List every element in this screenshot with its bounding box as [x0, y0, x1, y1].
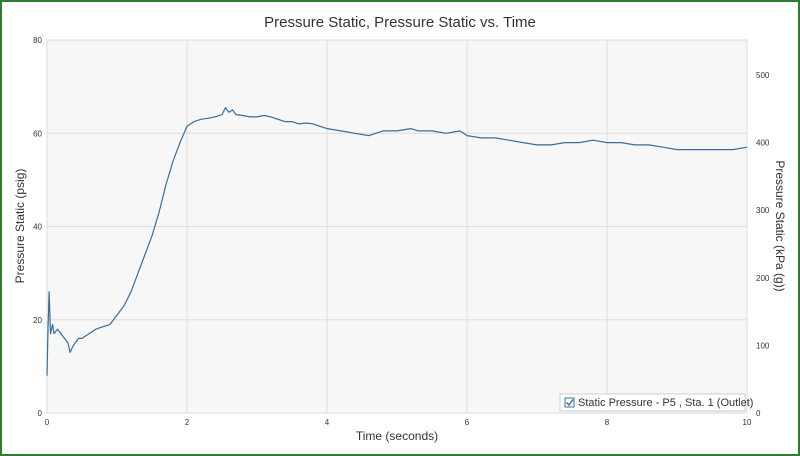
y2-tick-label: 200 — [756, 274, 770, 283]
y2-axis-title: Pressure Static (kPa (g)) — [773, 160, 787, 291]
x-tick-label: 4 — [325, 418, 330, 427]
x-tick-label: 6 — [465, 418, 470, 427]
checkmark-icon — [566, 399, 574, 407]
y2-tick-label: 500 — [756, 71, 770, 80]
y-tick-label: 20 — [33, 316, 42, 325]
y-tick-label: 40 — [33, 223, 42, 232]
legend-checkbox[interactable] — [564, 397, 575, 408]
x-tick-label: 0 — [45, 418, 50, 427]
y2-tick-label: 400 — [756, 139, 770, 148]
legend-box — [559, 393, 746, 412]
series-line-static-pressure — [46, 106, 748, 376]
x-tick-label: 10 — [743, 418, 752, 427]
y-tick-label: 80 — [33, 36, 42, 45]
y2-tick-label: 300 — [756, 206, 770, 215]
y-tick-label: 60 — [33, 129, 42, 138]
x-tick-label: 2 — [185, 418, 190, 427]
y2-tick-label: 0 — [756, 409, 761, 418]
legend: Static Pressure - P5 , Sta. 1 (Outlet) — [559, 393, 753, 412]
legend-label: Static Pressure - P5 , Sta. 1 (Outlet) — [578, 397, 753, 409]
y-axis-title: Pressure Static (psig) — [13, 169, 27, 284]
y-tick-label: 0 — [38, 409, 43, 418]
x-axis-title: Time (seconds) — [356, 429, 438, 443]
chart-title: Pressure Static, Pressure Static vs. Tim… — [264, 14, 536, 31]
x-tick-label: 8 — [605, 418, 610, 427]
y2-tick-label: 100 — [756, 341, 770, 350]
